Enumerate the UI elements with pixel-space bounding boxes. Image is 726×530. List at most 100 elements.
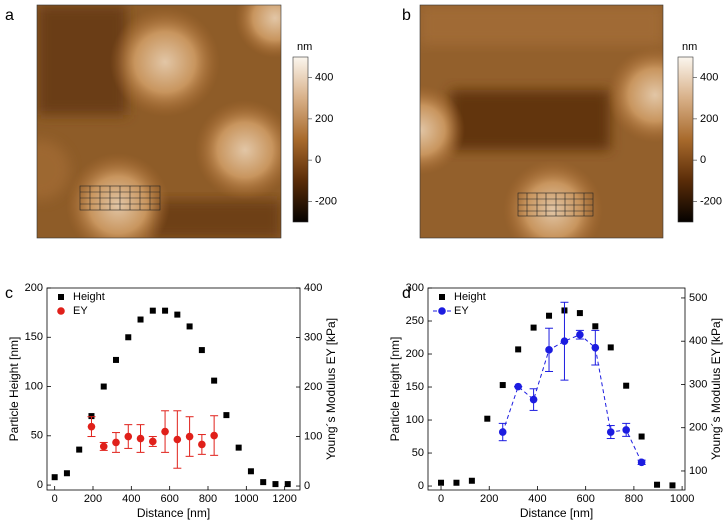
data-point [623,382,630,389]
colorbar-tick-label: -200 [315,195,337,207]
x-tick-label: 0 [52,493,58,505]
data-point [112,438,120,447]
y-tick-label: 250 [406,315,424,327]
x-tick-label: 1200 [272,493,296,505]
data-point [546,312,553,319]
colorbar-unit: nm [682,41,697,53]
legend-swatch [57,307,65,315]
data-point [223,412,230,419]
data-point [173,435,182,444]
colorbar-tick-label: 400 [700,72,718,84]
data-point [560,337,569,346]
y-tick-label: 200 [406,348,424,360]
data-point [100,383,107,390]
data-point [438,479,445,486]
data-point [99,442,108,451]
data-point [198,347,205,354]
y-axis-label: Particle Height [nm] [388,337,402,442]
data-point [499,382,506,389]
y2-tick-label: 400 [304,282,322,294]
data-point [63,470,70,477]
x-tick-label: 600 [576,493,594,505]
y2-tick-label: 200 [304,381,322,393]
data-point [484,415,491,422]
x-tick-label: 200 [480,493,498,505]
y-tick-label: 100 [25,380,43,392]
colorbar-unit: nm [297,41,312,53]
data-point [161,427,169,436]
legend-label: Height [73,291,105,303]
data-point [247,468,254,475]
y2-axis-label: Young´s Modulus EY [kPa] [709,318,723,460]
data-point [198,440,206,449]
data-point [530,324,537,331]
data-point [174,311,181,318]
y2-tick-label: 100 [304,430,322,442]
y2-tick-label: 0 [304,480,310,492]
data-point [576,310,583,317]
data-point [576,330,584,339]
y2-tick-label: 300 [304,331,322,343]
colorbar-tick-label: -200 [700,195,722,207]
data-point [137,316,144,323]
y2-tick-label: 100 [689,465,707,477]
data-point [591,343,600,352]
y-axis-label: Particle Height [nm] [7,337,21,442]
colorbar-tick-label: 200 [315,113,333,125]
data-point [468,477,475,484]
data-point [260,479,267,486]
legend-label: EY [454,305,469,317]
plot-frame [46,287,301,491]
data-point [514,382,522,391]
legend-swatch [58,294,64,300]
data-point [210,431,218,440]
legend-swatch [438,307,446,315]
plot-frame [427,287,686,491]
data-point [185,432,194,441]
x-tick-label: 400 [122,493,140,505]
data-point [88,413,95,420]
afm-image [37,5,281,238]
y-tick-label: 0 [37,479,43,491]
data-point [186,323,193,330]
x-axis-label: Distance [nm] [137,506,210,520]
data-point [545,346,553,354]
image-frame [36,4,282,239]
image-frame [419,4,664,239]
data-point [515,346,522,353]
x-tick-label: 1000 [670,493,694,505]
data-point [606,428,615,436]
data-point [272,481,279,488]
data-point [654,481,661,488]
y2-tick-label: 200 [689,422,707,434]
data-point [637,458,646,467]
grid-overlay [79,185,161,211]
y-tick-label: 100 [406,414,424,426]
x-tick-label: 400 [528,493,546,505]
data-point [136,434,145,443]
data-point [592,323,599,330]
data-point [162,307,169,314]
panel-label: c [5,285,13,302]
x-tick-label: 800 [625,493,643,505]
y-tick-label: 0 [418,480,424,492]
colorbar-tick-label: 0 [700,154,706,166]
data-point [125,334,132,341]
data-point [211,377,218,384]
colorbar-tick-label: 200 [700,113,718,125]
grid-overlay [517,192,594,217]
legend-label: EY [73,305,88,317]
data-point [149,437,157,446]
data-point [669,482,676,489]
y2-tick-label: 500 [689,292,707,304]
legend-label: Height [454,291,486,303]
y-tick-label: 150 [406,381,424,393]
x-axis-label: Distance [nm] [520,506,593,520]
data-point [453,479,460,486]
x-tick-label: 0 [438,493,444,505]
data-point [51,474,58,481]
data-point [638,433,645,440]
data-point [498,428,507,436]
data-point [87,422,96,431]
